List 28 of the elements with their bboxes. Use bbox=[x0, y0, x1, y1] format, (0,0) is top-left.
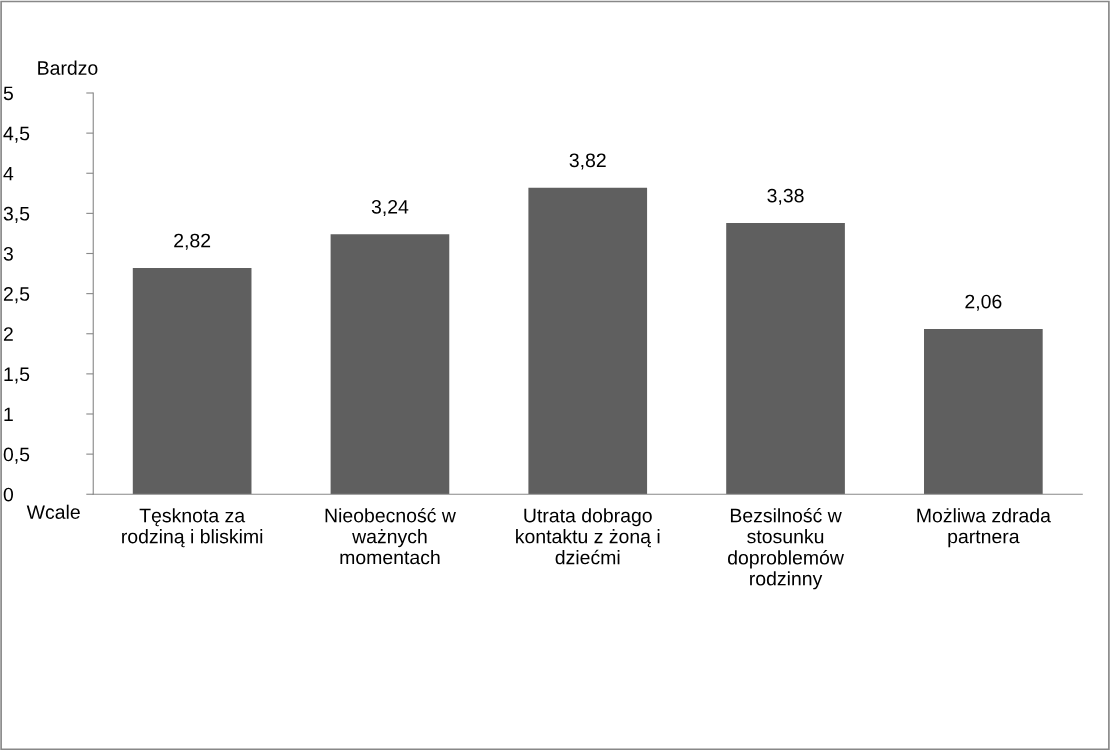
y-tick-label: 2,5 bbox=[3, 287, 30, 304]
y-tick-label: 3,5 bbox=[3, 206, 30, 223]
x-tick-label: Utrata dobrago kontaktu z żoną i dziećmi bbox=[516, 508, 660, 565]
bar bbox=[330, 234, 450, 495]
bar bbox=[726, 223, 845, 495]
data-label: 2,82 bbox=[174, 233, 211, 250]
y-tick-label: 1 bbox=[4, 407, 13, 422]
text: Bardzo bbox=[38, 60, 98, 75]
y-tick-label: 3 bbox=[3, 246, 13, 261]
data-label: 3,38 bbox=[767, 188, 804, 205]
data-label: 3,24 bbox=[371, 199, 409, 217]
y-tick-label: 5 bbox=[3, 86, 13, 101]
y-tick-label: 4,5 bbox=[3, 126, 30, 143]
x-tick-label: Możliwa zdrada partnera bbox=[917, 508, 1051, 548]
y-tick-label: 2 bbox=[3, 327, 13, 341]
y-tick-label: 4 bbox=[3, 166, 14, 181]
bar bbox=[528, 187, 648, 495]
bar bbox=[132, 267, 252, 495]
x-tick-label: Tęsknota za rodziną i bliskimi bbox=[122, 508, 263, 548]
data-label: 2,06 bbox=[965, 294, 1002, 311]
bar bbox=[924, 328, 1043, 495]
y-tick-label: 0 bbox=[3, 487, 14, 502]
data-label: 3,82 bbox=[569, 153, 606, 170]
y-tick-label: 0,5 bbox=[3, 447, 30, 464]
x-tick-label: Nieobecność w ważnych momentach bbox=[325, 507, 456, 565]
text: Wcale bbox=[26, 504, 80, 519]
y-tick-label: 1,5 bbox=[4, 367, 30, 384]
x-tick-label: Bezsilność w stosunku doproblemów rodzinny bbox=[728, 507, 844, 590]
